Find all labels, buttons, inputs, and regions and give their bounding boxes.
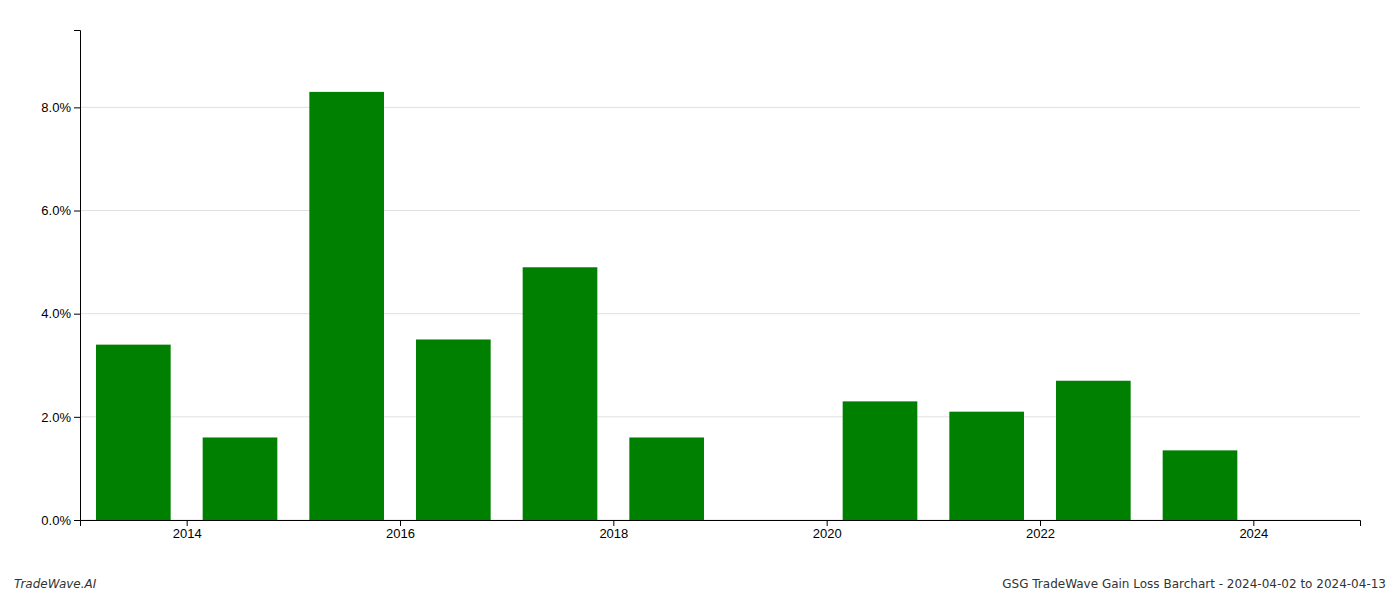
x-tick: 2020 [813,520,842,541]
x-tick: 2014 [173,520,202,541]
y-tick: 0.0% [41,513,80,528]
x-tick-label: 2016 [386,526,415,541]
y-tick-label: 4.0% [41,306,71,321]
x-tick-mark [1253,520,1254,526]
x-tick: 2018 [599,520,628,541]
bar [629,437,704,520]
y-tick-mark [74,314,80,315]
bar [1163,450,1238,520]
x-tick-label: 2024 [1239,526,1268,541]
bar [96,345,171,520]
bar [203,437,278,520]
y-tick-label: 0.0% [41,513,71,528]
x-tick: 2024 [1239,520,1268,541]
x-tick-mark [1040,520,1041,526]
x-tick: 2022 [1026,520,1055,541]
bar [523,267,598,520]
y-axis: 0.0% 2.0% 4.0% 6.0% 8.0% [41,31,80,528]
bar [949,412,1024,520]
grid [80,107,1360,520]
y-axis-line [74,31,81,521]
grid-line [80,107,1360,108]
x-tick-label: 2022 [1026,526,1055,541]
y-tick-label: 2.0% [41,410,71,425]
y-tick-mark [74,107,80,108]
y-tick-mark [74,520,80,521]
x-axis: 2014 2016 2018 2020 2022 2024 [81,520,1361,541]
bar [309,92,384,520]
bar [736,520,811,521]
x-tick-label: 2020 [813,526,842,541]
x-tick-mark [613,520,614,526]
bars [96,92,1237,520]
y-tick-label: 8.0% [41,100,71,115]
grid-line [80,416,1360,417]
y-tick-mark [74,417,80,418]
y-tick: 4.0% [41,306,80,321]
x-tick-label: 2018 [599,526,628,541]
x-tick-mark [187,520,188,526]
y-tick: 6.0% [41,203,80,218]
footer-right: GSG TradeWave Gain Loss Barchart - 2024-… [1002,577,1386,591]
y-tick-label: 6.0% [41,203,71,218]
bar [416,339,491,520]
grid-line [80,210,1360,211]
plot: 2014 2016 2018 2020 2022 2024 0.0% 2.0% 4.0% 6.0%… [41,31,1360,542]
footer-left: TradeWave.AI [14,577,97,591]
bar [843,401,918,520]
x-tick-mark [827,520,828,526]
chart: 2014 2016 2018 2020 2022 2024 0.0% 2.0% 4.0% 6.0%… [0,0,1400,600]
x-axis-line [81,521,1361,527]
y-tick: 8.0% [41,100,80,115]
y-tick: 2.0% [41,410,80,425]
x-tick-mark [400,520,401,526]
bar [1056,381,1131,520]
x-tick: 2016 [386,520,415,541]
y-tick-mark [74,211,80,212]
x-tick-label: 2014 [173,526,202,541]
grid-line [80,313,1360,314]
